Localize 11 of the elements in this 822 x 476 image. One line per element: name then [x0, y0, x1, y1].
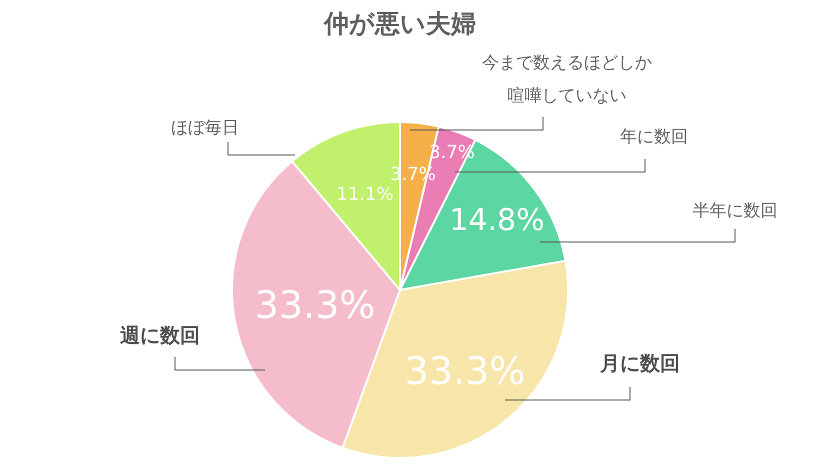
data-label: 33.3%	[254, 283, 376, 327]
slice-label: 年に数回	[620, 127, 688, 147]
slice-label: 週に数回	[119, 323, 200, 347]
slice-label: 半年に数回	[692, 201, 778, 221]
slice-label: ほぼ毎日	[171, 118, 239, 138]
slice-label: 月に数回	[599, 351, 680, 375]
slice-label: 今まで数えるほどしか喧嘩していない	[482, 53, 652, 106]
chart-title: 仲が悪い夫婦	[323, 9, 476, 38]
data-label: 33.3%	[404, 349, 526, 393]
data-label: 11.1%	[336, 184, 394, 205]
data-label: 14.8%	[449, 203, 545, 238]
